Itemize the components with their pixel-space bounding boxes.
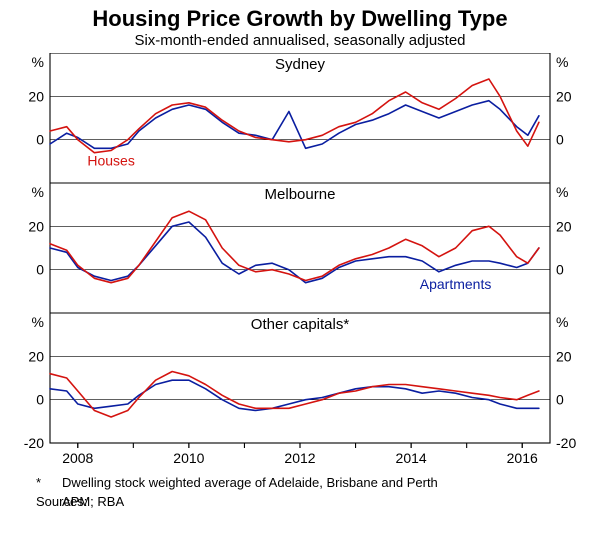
svg-text:0: 0 — [556, 262, 564, 278]
footnote-text: Dwelling stock weighted average of Adela… — [62, 475, 438, 490]
svg-text:20: 20 — [556, 348, 572, 364]
svg-text:0: 0 — [556, 132, 564, 148]
sources-text: APM; RBA — [62, 494, 124, 509]
svg-text:Sydney: Sydney — [275, 56, 326, 73]
svg-text:0: 0 — [36, 262, 44, 278]
plot-area: 0 0 20 20%% Sydney Houses 0 0 20 20%% Melbourne Apa… — [0, 53, 600, 469]
svg-text:Apartments: Apartments — [420, 276, 492, 292]
svg-text:2016: 2016 — [507, 450, 538, 466]
svg-text:0: 0 — [556, 392, 564, 408]
svg-text:Melbourne: Melbourne — [265, 186, 336, 203]
svg-text:20: 20 — [28, 218, 44, 234]
chart-svg: 0 0 20 20%% Sydney Houses 0 0 20 20%% Melbourne Apa… — [0, 53, 600, 469]
svg-text:-20: -20 — [556, 435, 576, 451]
svg-text:Houses: Houses — [87, 153, 134, 169]
svg-text:20: 20 — [556, 218, 572, 234]
svg-text:0: 0 — [36, 392, 44, 408]
svg-text:20: 20 — [28, 88, 44, 104]
svg-text:%: % — [556, 184, 568, 200]
svg-text:%: % — [32, 54, 44, 70]
svg-text:%: % — [556, 54, 568, 70]
svg-text:2008: 2008 — [62, 450, 93, 466]
svg-text:Other capitals*: Other capitals* — [251, 316, 350, 333]
svg-text:%: % — [32, 184, 44, 200]
svg-text:%: % — [556, 314, 568, 330]
sources: Sources:APM; RBA — [0, 494, 600, 517]
svg-text:2012: 2012 — [284, 450, 315, 466]
svg-text:20: 20 — [556, 88, 572, 104]
footnote-star: * — [36, 475, 62, 490]
chart-subtitle: Six-month-ended annualised, seasonally a… — [0, 32, 600, 53]
svg-text:2014: 2014 — [396, 450, 427, 466]
svg-text:-20: -20 — [24, 435, 44, 451]
svg-text:%: % — [32, 314, 44, 330]
svg-text:0: 0 — [36, 132, 44, 148]
sources-label: Sources: — [36, 494, 62, 509]
svg-text:20: 20 — [28, 348, 44, 364]
svg-text:2010: 2010 — [173, 450, 204, 466]
footnote: *Dwelling stock weighted average of Adel… — [0, 475, 600, 490]
chart-container: Housing Price Growth by Dwelling Type Si… — [0, 0, 600, 517]
chart-title: Housing Price Growth by Dwelling Type — [0, 0, 600, 32]
